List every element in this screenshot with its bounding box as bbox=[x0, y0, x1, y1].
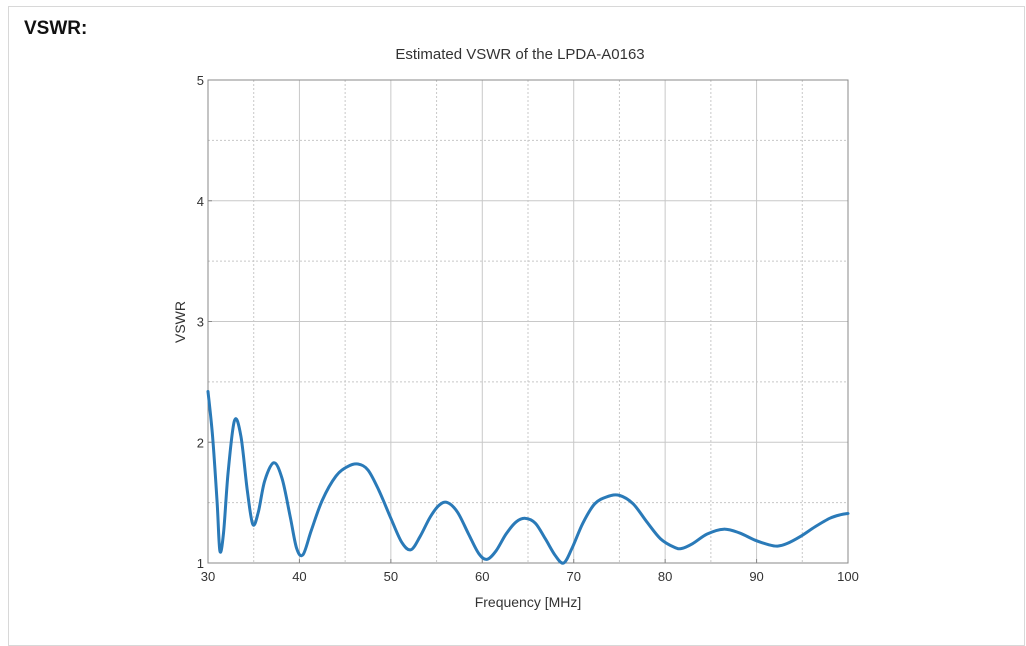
x-tick-label: 90 bbox=[749, 569, 763, 584]
y-tick-label: 4 bbox=[197, 194, 204, 209]
y-axis-ticks: 1 2 3 4 5 bbox=[197, 73, 212, 571]
x-tick-label: 30 bbox=[201, 569, 215, 584]
chart-panel bbox=[8, 6, 1025, 646]
x-tick-label: 60 bbox=[475, 569, 489, 584]
y-tick-label: 5 bbox=[197, 73, 204, 88]
x-tick-label: 100 bbox=[837, 569, 859, 584]
y-axis-label: VSWR bbox=[172, 301, 188, 343]
y-tick-label: 3 bbox=[197, 315, 204, 330]
x-tick-label: 80 bbox=[658, 569, 672, 584]
x-axis-ticks: 30 40 50 60 70 80 90 100 bbox=[201, 559, 859, 584]
y-tick-label: 1 bbox=[197, 556, 204, 571]
x-tick-label: 40 bbox=[292, 569, 306, 584]
series-line-vswr bbox=[206, 390, 850, 565]
section-heading: VSWR: bbox=[24, 18, 88, 39]
chart-title: Estimated VSWR of the LPDA-A0163 bbox=[395, 46, 644, 63]
vswr-chart: Estimated VSWR of the LPDA-A0163 30 40 50 6… bbox=[172, 46, 859, 610]
x-axis-label: Frequency [MHz] bbox=[475, 594, 582, 610]
x-tick-label: 50 bbox=[384, 569, 398, 584]
grid bbox=[208, 80, 848, 563]
x-tick-label: 70 bbox=[566, 569, 580, 584]
y-tick-label: 2 bbox=[197, 435, 204, 450]
